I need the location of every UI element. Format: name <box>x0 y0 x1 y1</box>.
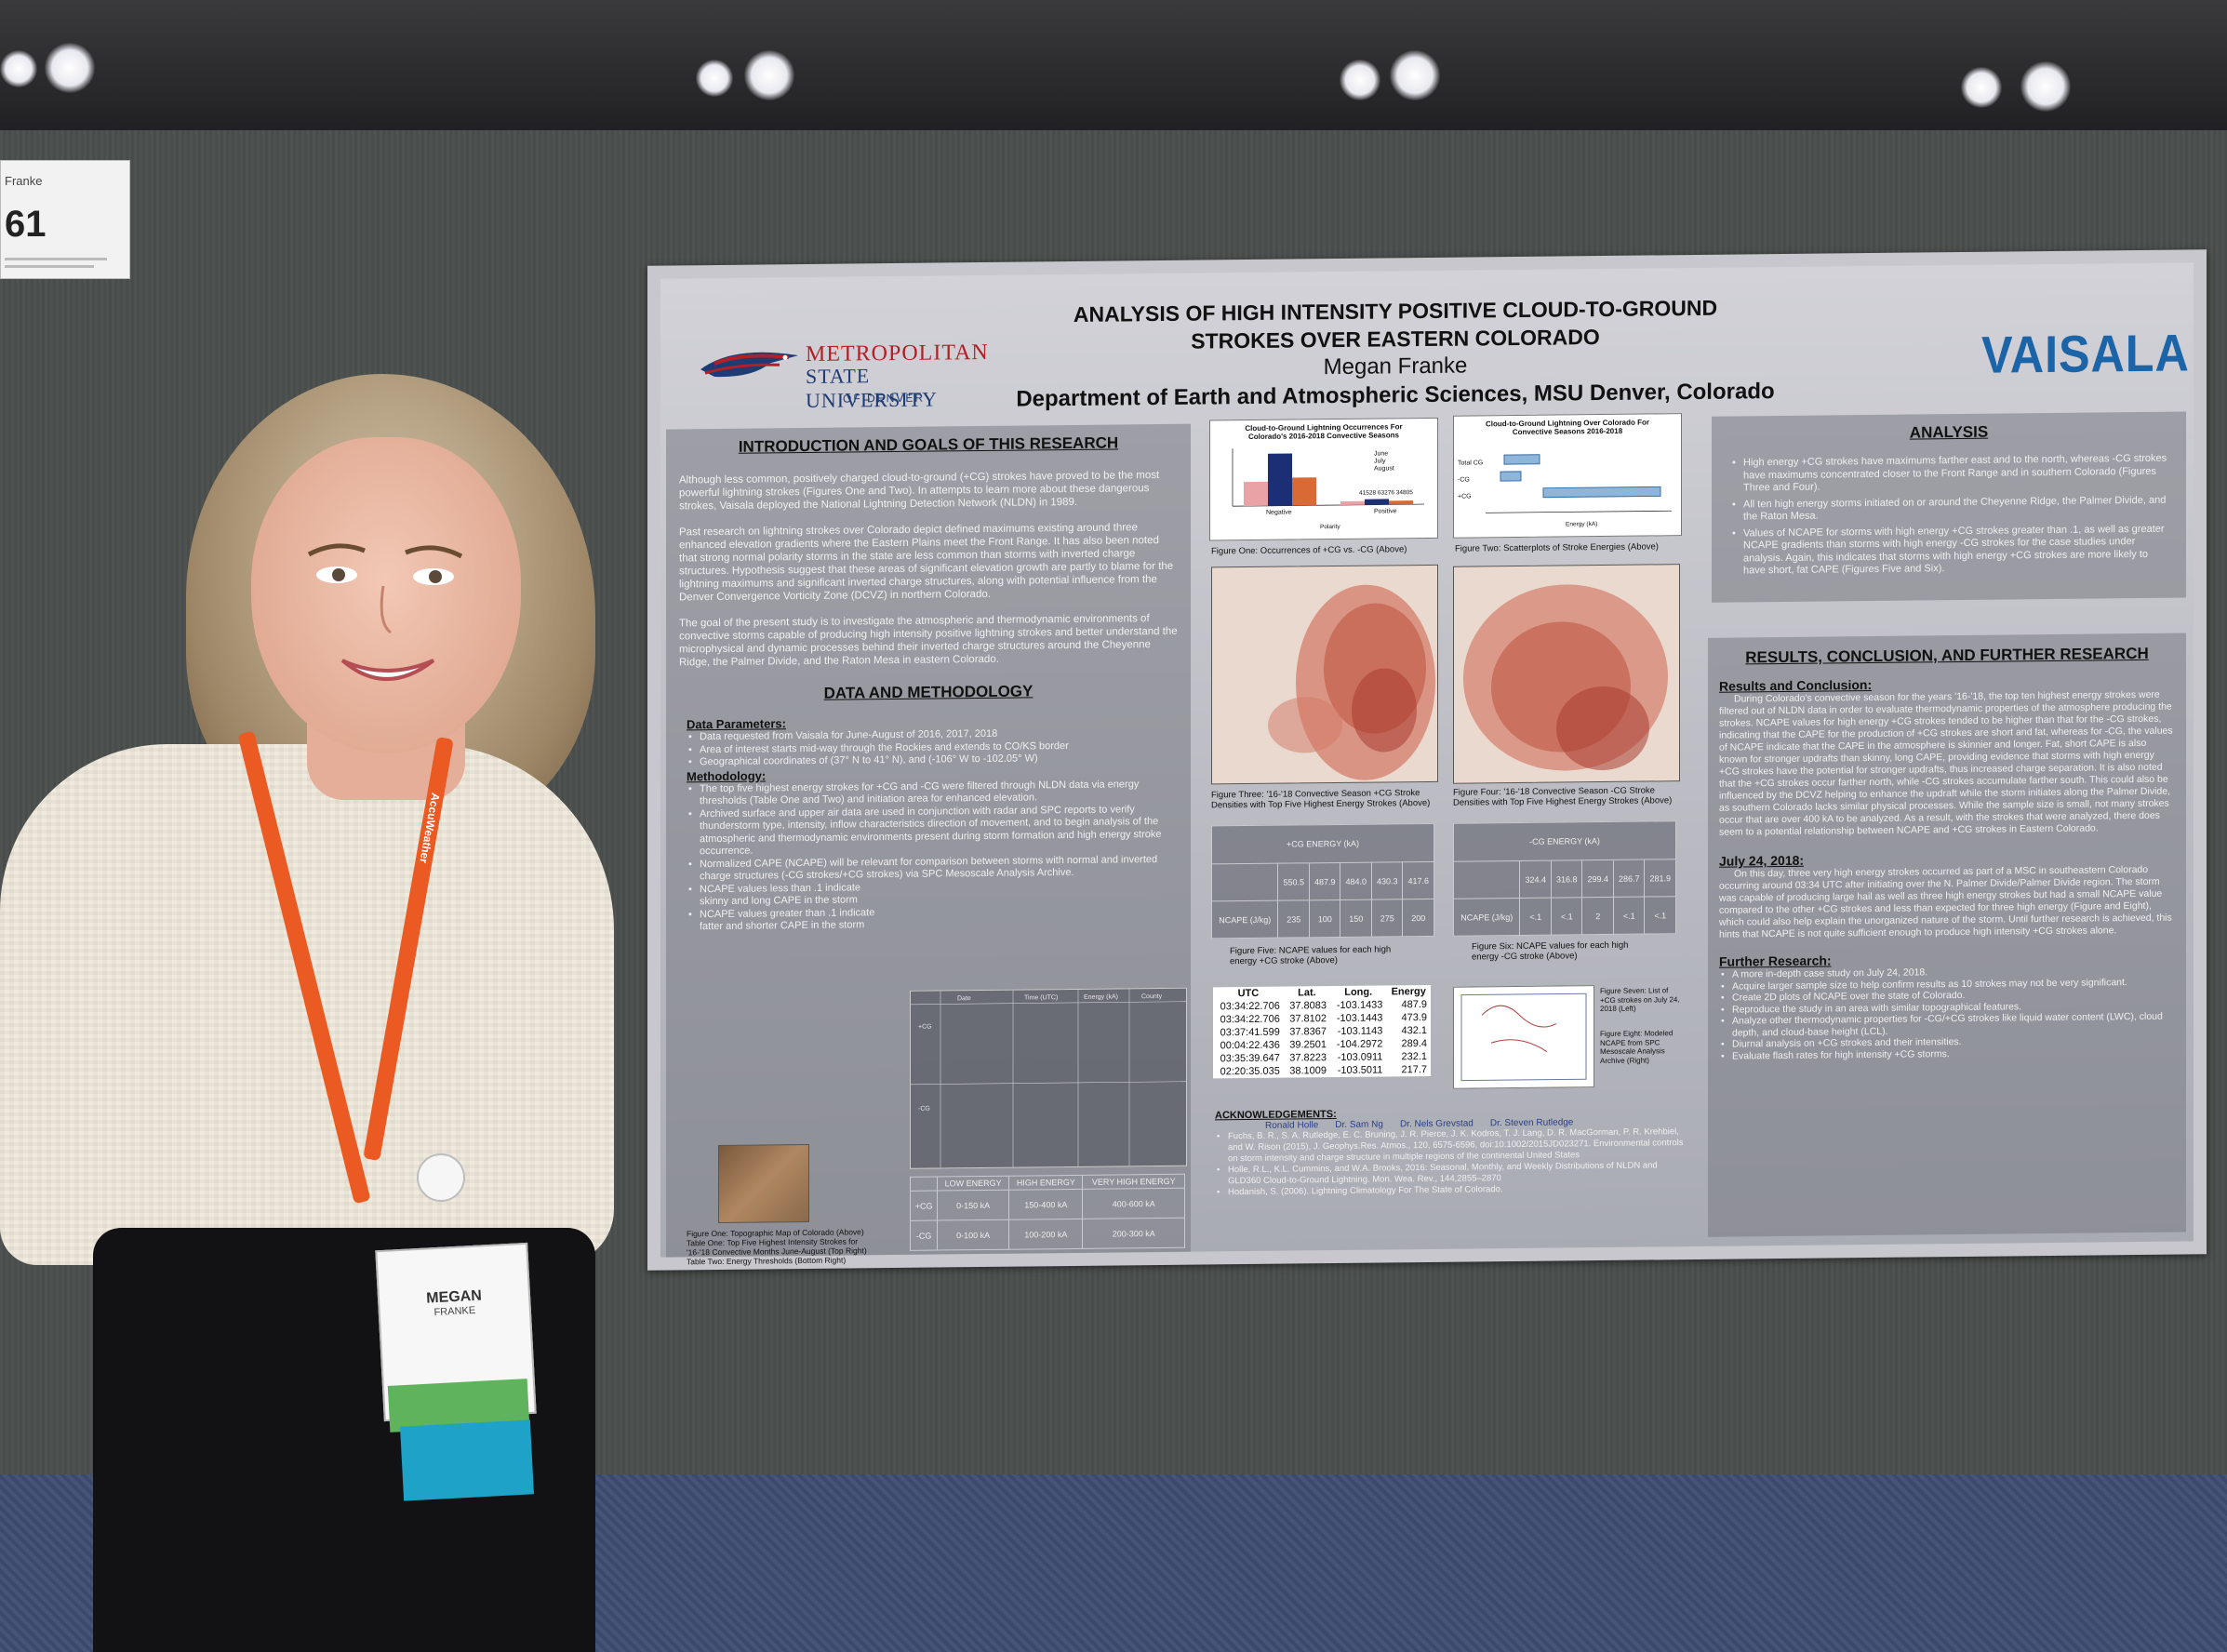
figure-caption: Table One: Top Five Highest Intensity St… <box>687 1236 867 1258</box>
method-item: Archived surface and upper air data are … <box>687 803 1174 858</box>
figure-four-caption: Figure Four: '16-'18 Convective Season -… <box>1453 785 1673 808</box>
roadrunner-logo-icon <box>700 352 798 378</box>
reference-item: Fuchs, B. R., S. A. Rutledge, E. C. Brun… <box>1215 1126 1689 1165</box>
figure-one-caption: Figure One: Occurrences of +CG vs. -CG (… <box>1211 544 1407 557</box>
figure-five-caption: Figure Five: NCAPE values for each high … <box>1230 944 1392 967</box>
msu-denver-logo: METROPOLITAN STATE UNIVERSITY OF DENVER <box>696 333 993 412</box>
table-two-energy-thresholds: LOW ENERGY HIGH ENERGY VERY HIGH ENERGY … <box>910 1174 1185 1251</box>
ceiling-light <box>0 50 37 87</box>
figure-one-bar-chart: Cloud-to-Ground Lightning Occurrences Fo… <box>1209 417 1438 541</box>
intro-paragraph: Although less common, positively charged… <box>679 470 1160 513</box>
table-row: +CG 0-150 kA 150-400 kA 400-600 kA <box>910 1188 1185 1221</box>
ceiling-light <box>1340 60 1380 100</box>
poster-title-block: ANALYSIS OF HIGH INTENSITY POSITIVE CLOU… <box>940 292 1851 415</box>
analysis-item: Values of NCAPE for storms with high ene… <box>1730 523 2171 578</box>
ack-name: Dr. Nels Grevstad <box>1399 1118 1474 1130</box>
booth-number: 61 <box>5 204 47 245</box>
vaisala-logo: VAISALA <box>1981 323 2190 384</box>
ceiling-light <box>744 50 794 100</box>
table-one-top-strokes: Date Time (UTC) Energy (kA) County +CG -CG <box>910 987 1187 1169</box>
method-item: Normalized CAPE (NCAPE) will be relevant… <box>687 853 1174 883</box>
figure-two-ylabel: +CG <box>1458 493 1472 500</box>
figure-eight-ncape-map <box>1453 985 1594 1089</box>
acknowledgements-section: ACKNOWLEDGEMENTS: Ronald Holle Dr. Sam N… <box>1215 1105 1689 1198</box>
presenter-face <box>251 437 521 753</box>
intro-paragraph: The goal of the present study is to inve… <box>679 613 1178 669</box>
legend-june: June <box>1374 450 1389 458</box>
table-row: 02:20:35.035 38.1009 -103.5011 217.7 <box>1220 1064 1427 1078</box>
badge-reel <box>417 1153 465 1202</box>
analysis-item: High energy +CG strokes have maximums fa… <box>1730 453 2171 495</box>
figure-one-title: Cloud-to-Ground Lightning Occurrences Fo… <box>1245 422 1403 442</box>
legend-july: July <box>1374 458 1386 465</box>
figure-five-ncape-table: +CG ENERGY (kA) 550.5 487.9 484.0 430.3 … <box>1211 822 1434 939</box>
rc-text: During Colorado's convective season for … <box>1719 688 2173 838</box>
figure-two-xaxis: Energy (kA) <box>1566 521 1598 528</box>
figure-two-ylabel: Total CG <box>1458 460 1484 467</box>
figure-four-negative-density-map <box>1453 564 1680 784</box>
ceiling-light <box>1390 50 1440 100</box>
svg-text:Energy (kA): Energy (kA) <box>1084 993 1118 1000</box>
research-poster: METROPOLITAN STATE UNIVERSITY OF DENVER … <box>647 249 2207 1271</box>
figure-six-caption: Figure Six: NCAPE values for each high e… <box>1472 939 1629 963</box>
ceiling-light <box>1961 67 2002 108</box>
topographic-map-figure <box>718 1143 809 1223</box>
analysis-item: All ten high energy storms initiated on … <box>1730 494 2171 524</box>
booth-number-card: Franke 61 <box>0 160 130 279</box>
svg-text:County: County <box>1141 993 1163 1000</box>
ceiling-light <box>2020 61 2071 112</box>
july-text: On this day, three very high energy stro… <box>1719 863 2172 940</box>
booth-name: Franke <box>5 174 43 188</box>
method-item: NCAPE values greater than .1 indicate fa… <box>687 907 886 934</box>
figure-two-title: Cloud-to-Ground Lightning Over Colorado … <box>1486 418 1649 437</box>
figure-six-ncape-table: -CG ENERGY (kA) 324.4 316.8 299.4 286.7 … <box>1453 820 1676 937</box>
results-section: RESULTS, CONCLUSION, AND FURTHER RESEARC… <box>1708 633 2186 1237</box>
figure-one-xaxis: Polarity <box>1320 523 1340 531</box>
figure-three-positive-density-map <box>1211 564 1438 785</box>
table-row: -CG 0-100 kA 100-200 kA 200-300 kA <box>910 1218 1185 1251</box>
intro-methods-column: INTRODUCTION AND GOALS OF THIS RESEARCH … <box>666 423 1191 1266</box>
figure-two-ylabel: -CG <box>1458 476 1470 484</box>
ceiling <box>0 0 2227 140</box>
svg-text:Date: Date <box>957 995 971 1002</box>
figure-two-caption: Figure Two: Scatterplots of Stroke Energ… <box>1455 541 1659 554</box>
figure-seven-caption: Figure Seven: List of +CG strokes on Jul… <box>1600 986 1680 1014</box>
legend-august: August <box>1374 465 1394 473</box>
ceiling-light <box>45 43 95 93</box>
figure-one-xlabel-negative: Negative <box>1266 509 1292 516</box>
method-item: NCAPE values less than .1 indicate skinn… <box>687 882 886 909</box>
figure-eight-caption: Figure Eight: Modeled NCAPE from SPC Mes… <box>1600 1029 1674 1065</box>
ack-name: Ronald Holle <box>1265 1120 1319 1131</box>
svg-text:-CG: -CG <box>918 1106 930 1112</box>
figure-two-scatterplot: Cloud-to-Ground Lightning Over Colorado … <box>1453 413 1682 539</box>
logo-line3: OF DENVER <box>843 391 926 406</box>
svg-text:Time (UTC): Time (UTC) <box>1024 994 1058 1001</box>
svg-text:+CG: +CG <box>918 1024 932 1031</box>
figure-one-xlabel-positive: Positive <box>1374 508 1397 515</box>
figure-caption: Table Two: Energy Thresholds (Bottom Rig… <box>687 1255 847 1267</box>
figure-seven-utc-table: UTC Lat. Long. Energy 03:34:22.706 37.808… <box>1213 984 1431 1079</box>
figure-one-counts: 41528 63276 34805 <box>1359 489 1413 497</box>
analysis-section: ANALYSIS High energy +CG strokes have ma… <box>1712 411 2186 603</box>
badge-ribbon <box>400 1419 534 1501</box>
intro-paragraph: Past research on lightning strokes over … <box>679 522 1174 604</box>
ceiling-light <box>696 60 733 97</box>
ack-name: Dr. Sam Ng <box>1335 1119 1383 1131</box>
figure-three-caption: Figure Three: '16-'18 Convective Season … <box>1211 788 1431 811</box>
